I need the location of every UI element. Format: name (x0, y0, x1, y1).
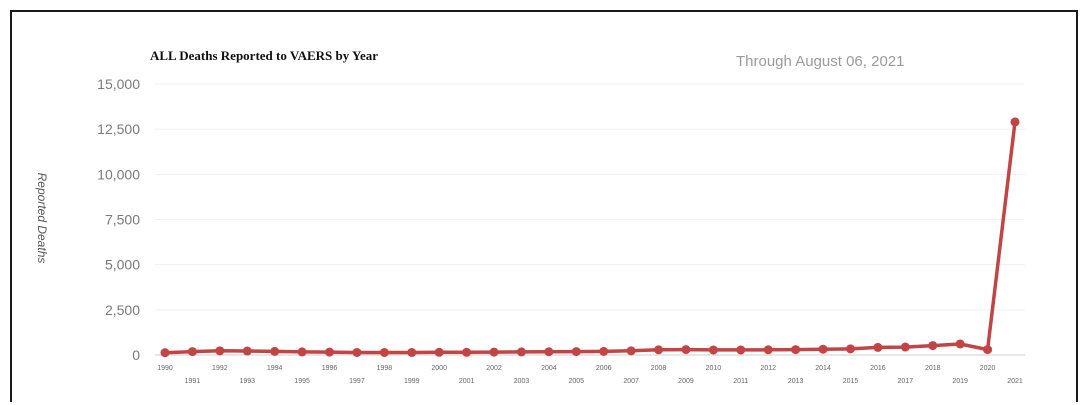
x-tick-label: 2001 (459, 378, 475, 385)
data-point (818, 344, 828, 354)
x-tick-label: 2006 (596, 365, 612, 372)
data-point (571, 347, 581, 357)
data-point (708, 345, 718, 355)
chart-frame (10, 10, 1078, 402)
data-point (187, 347, 197, 357)
data-point (654, 345, 664, 355)
data-point (626, 346, 636, 356)
x-tick-label: 2010 (706, 365, 722, 372)
chart-title: ALL Deaths Reported to VAERS by Year (150, 48, 378, 63)
x-tick-label: 1990 (157, 365, 173, 372)
data-point (434, 347, 444, 357)
data-point (763, 345, 773, 355)
x-tick-label: 1994 (267, 365, 283, 372)
series-line (164, 121, 1017, 355)
data-point (407, 347, 417, 357)
data-point (1010, 117, 1020, 127)
x-tick-label: 1995 (294, 378, 310, 385)
data-point (516, 347, 526, 357)
x-axis-ticks: 1990 1991 1992 1993 1994 1995 1996 1997 1998 1999… (157, 365, 1023, 385)
x-tick-label: 2014 (815, 365, 831, 372)
y-tick-label: 0 (132, 347, 140, 363)
x-tick-label: 2005 (569, 378, 585, 385)
data-point (791, 345, 801, 355)
data-point (270, 346, 280, 356)
x-tick-label: 2007 (623, 378, 639, 385)
x-tick-label: 2015 (843, 378, 859, 385)
data-point (544, 347, 554, 357)
y-tick-label: 15,000 (97, 76, 140, 92)
data-point (983, 345, 993, 355)
x-tick-label: 1993 (239, 378, 255, 385)
chart-subtitle: Through August 06, 2021 (736, 53, 904, 70)
data-point (325, 347, 335, 357)
y-axis-label: Reported Deaths (35, 173, 49, 264)
data-point (681, 345, 691, 355)
series-layer (160, 117, 1020, 358)
data-point (489, 347, 499, 357)
data-point (955, 339, 965, 349)
x-tick-label: 2009 (678, 378, 694, 385)
data-point (900, 342, 910, 352)
x-tick-label: 2000 (431, 365, 447, 372)
x-tick-label: 1992 (212, 365, 228, 372)
data-point (845, 344, 855, 354)
x-tick-label: 2002 (486, 365, 502, 372)
data-point (928, 341, 938, 351)
y-tick-label: 2,500 (105, 302, 140, 318)
x-tick-label: 1991 (185, 378, 201, 385)
x-tick-label: 1997 (349, 378, 365, 385)
data-point (242, 346, 252, 356)
data-point (379, 347, 389, 357)
y-tick-label: 7,500 (105, 212, 140, 228)
y-tick-label: 10,000 (97, 166, 140, 182)
x-tick-label: 2018 (925, 365, 941, 372)
x-tick-label: 1998 (377, 365, 393, 372)
x-tick-label: 1999 (404, 378, 420, 385)
x-tick-label: 2016 (870, 365, 886, 372)
grid (155, 83, 1025, 356)
x-tick-label: 1996 (322, 365, 338, 372)
data-point (215, 346, 225, 356)
x-tick-label: 2008 (651, 365, 667, 372)
data-point (352, 347, 362, 357)
x-tick-label: 2012 (760, 365, 776, 372)
x-tick-label: 2013 (788, 378, 804, 385)
x-tick-label: 2011 (733, 378, 748, 385)
y-tick-label: 5,000 (105, 257, 140, 273)
data-point (736, 345, 746, 355)
data-point (599, 346, 609, 356)
y-tick-label: 12,500 (97, 121, 140, 137)
x-tick-label: 2021 (1007, 378, 1023, 385)
data-point (462, 347, 472, 357)
x-tick-label: 2003 (514, 378, 530, 385)
y-axis-ticks: 0 2,500 5,000 7,500 10,000 12,500 15,000 (97, 76, 140, 363)
x-tick-label: 2019 (952, 378, 968, 385)
x-tick-label: 2017 (898, 378, 914, 385)
data-point (297, 347, 307, 357)
x-tick-label: 2004 (541, 365, 557, 372)
x-tick-label: 2020 (980, 365, 996, 372)
data-point (873, 342, 883, 352)
data-point (160, 348, 170, 358)
